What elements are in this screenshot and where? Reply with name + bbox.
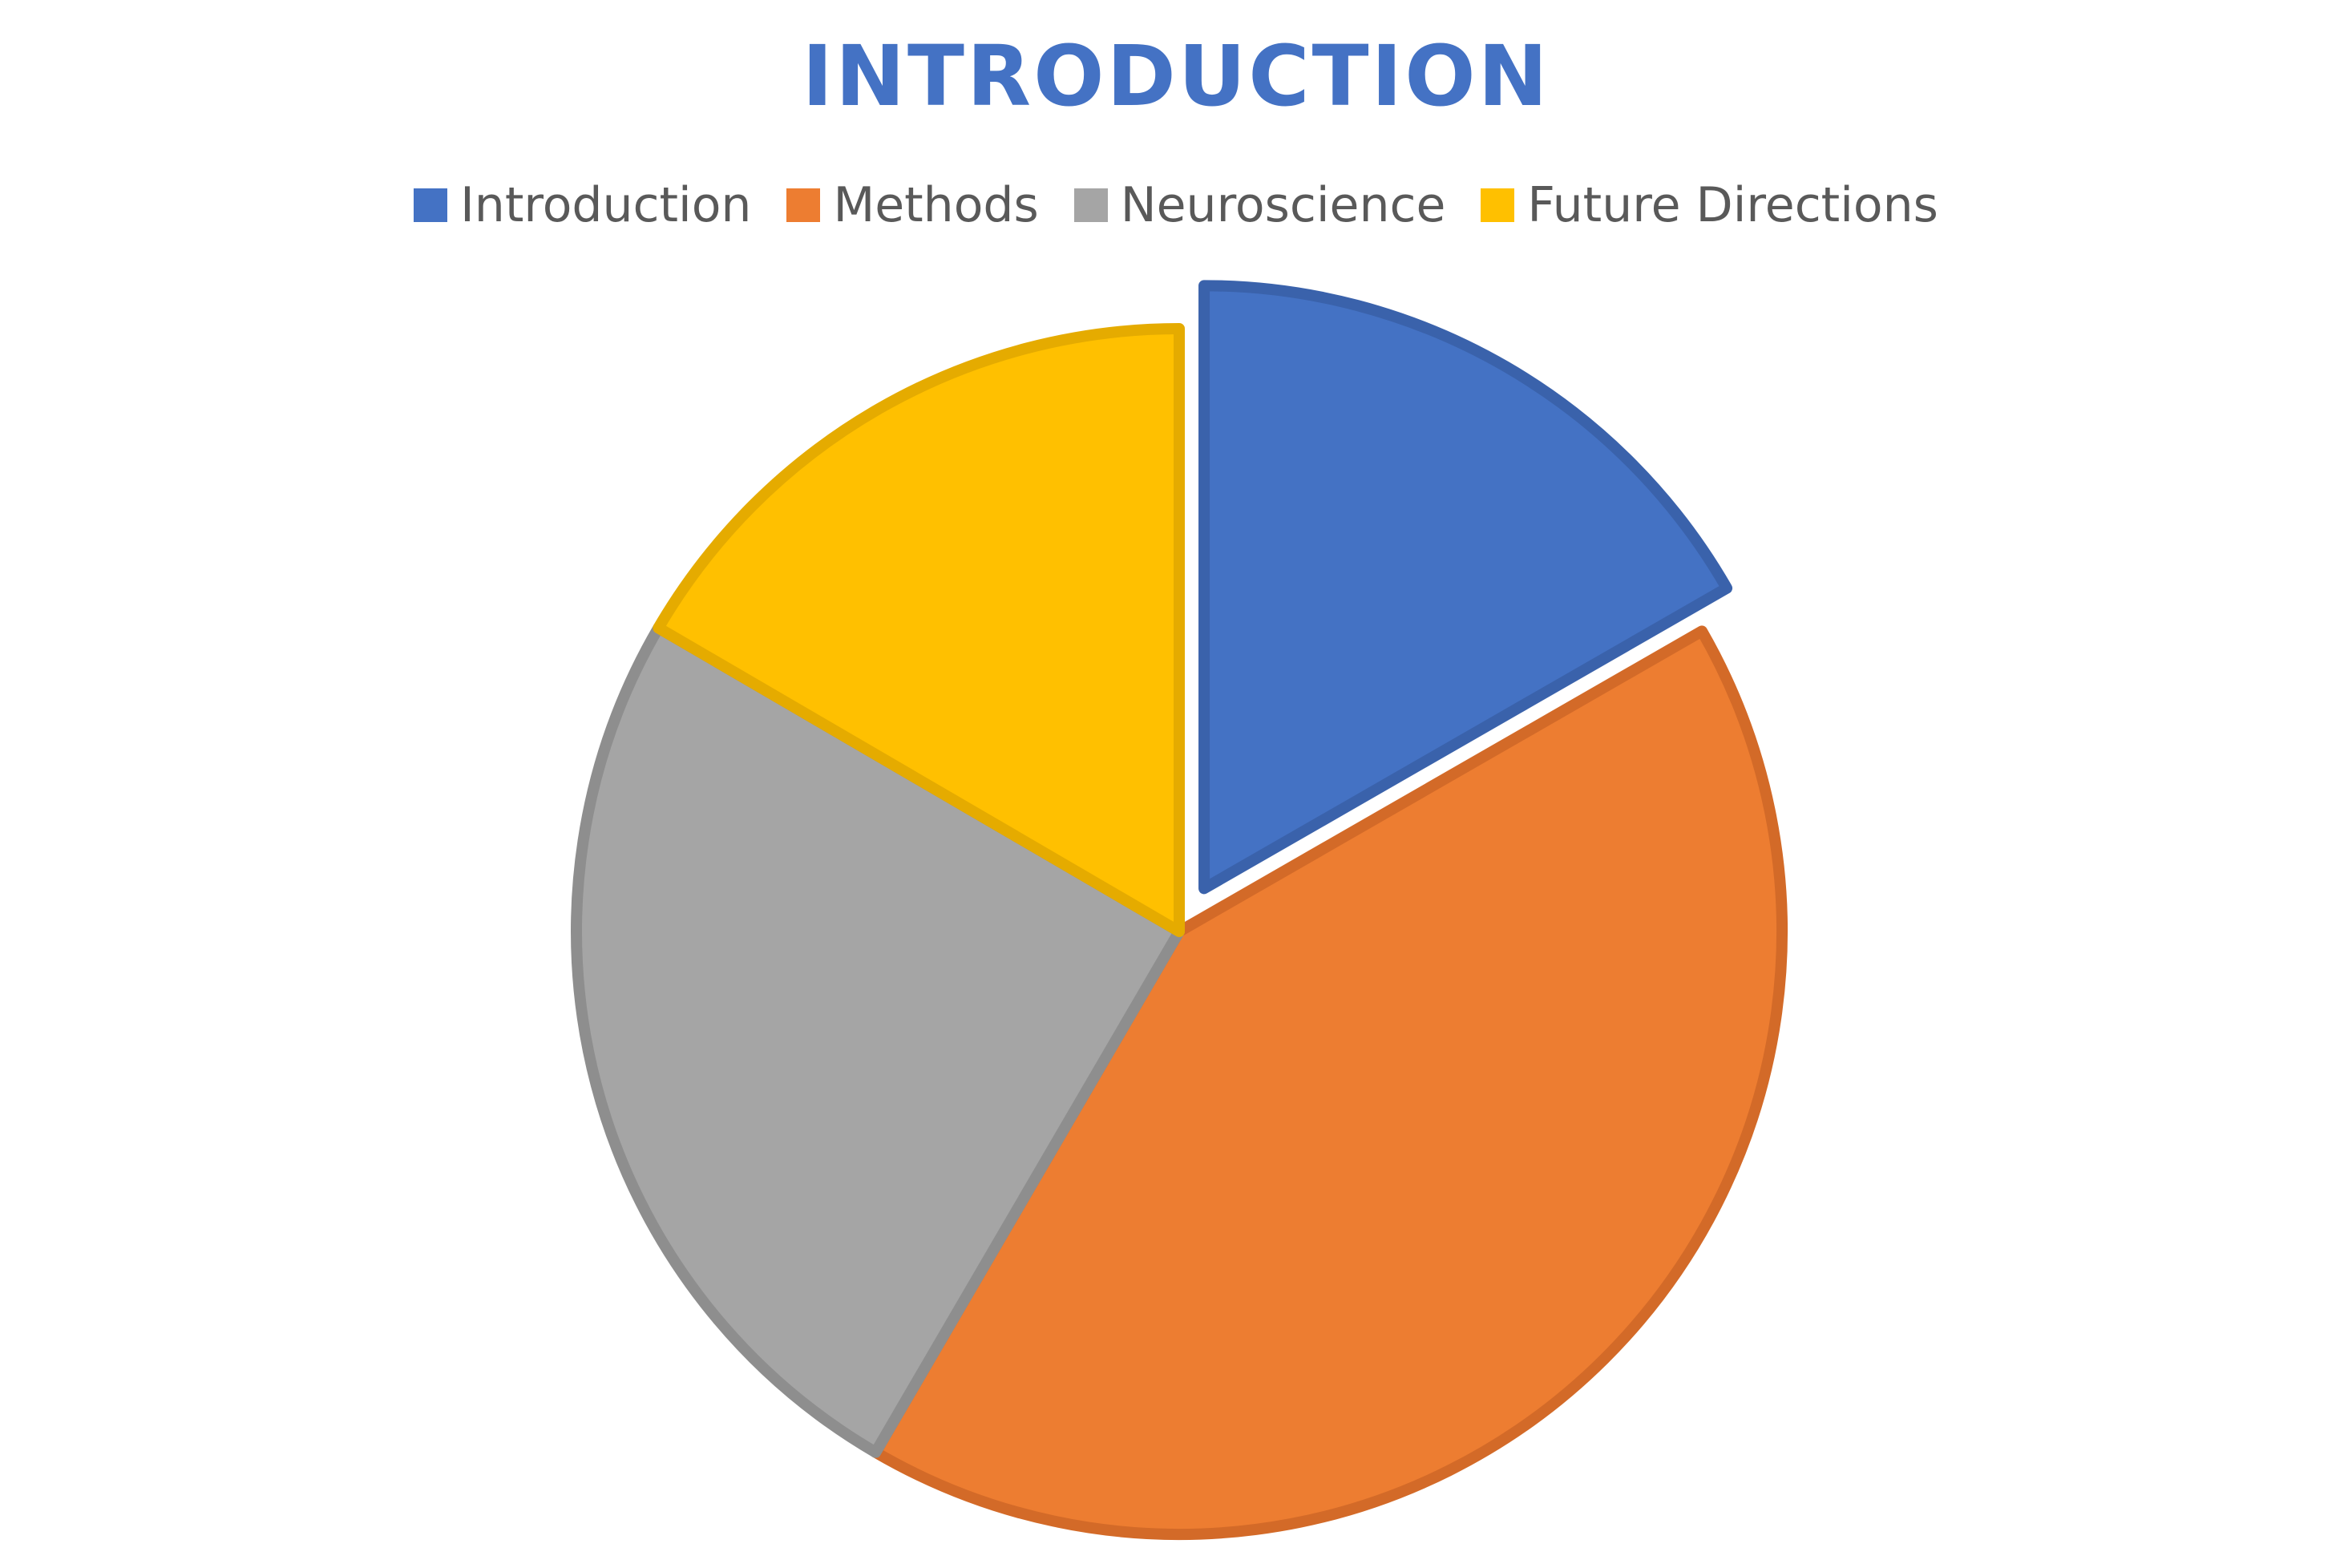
- pie-slice-future-directions: [653, 323, 1185, 937]
- chart-legend: Introduction Methods Neuroscience Future…: [0, 175, 2352, 236]
- legend-label-neuroscience: Neuroscience: [1120, 177, 1446, 233]
- legend-item-methods: Methods: [786, 175, 1039, 236]
- legend-item-neuroscience: Neuroscience: [1073, 175, 1446, 236]
- pie-slice-methods: [870, 625, 1788, 1540]
- legend-swatch-future-directions: [1481, 188, 1515, 222]
- pie-slice-neuroscience: [571, 622, 1185, 1458]
- chart-title: INTRODUCTION: [802, 27, 1550, 125]
- legend-swatch-methods: [786, 188, 821, 222]
- pie-slice-introduction: [1198, 280, 1733, 895]
- legend-swatch-neuroscience: [1073, 188, 1108, 222]
- legend-item-introduction: Introduction: [414, 175, 751, 236]
- legend-item-future-directions: Future Directions: [1481, 175, 1938, 236]
- legend-label-future-directions: Future Directions: [1527, 177, 1938, 233]
- legend-swatch-introduction: [414, 188, 448, 222]
- legend-label-methods: Methods: [833, 177, 1039, 233]
- legend-label-introduction: Introduction: [460, 177, 752, 233]
